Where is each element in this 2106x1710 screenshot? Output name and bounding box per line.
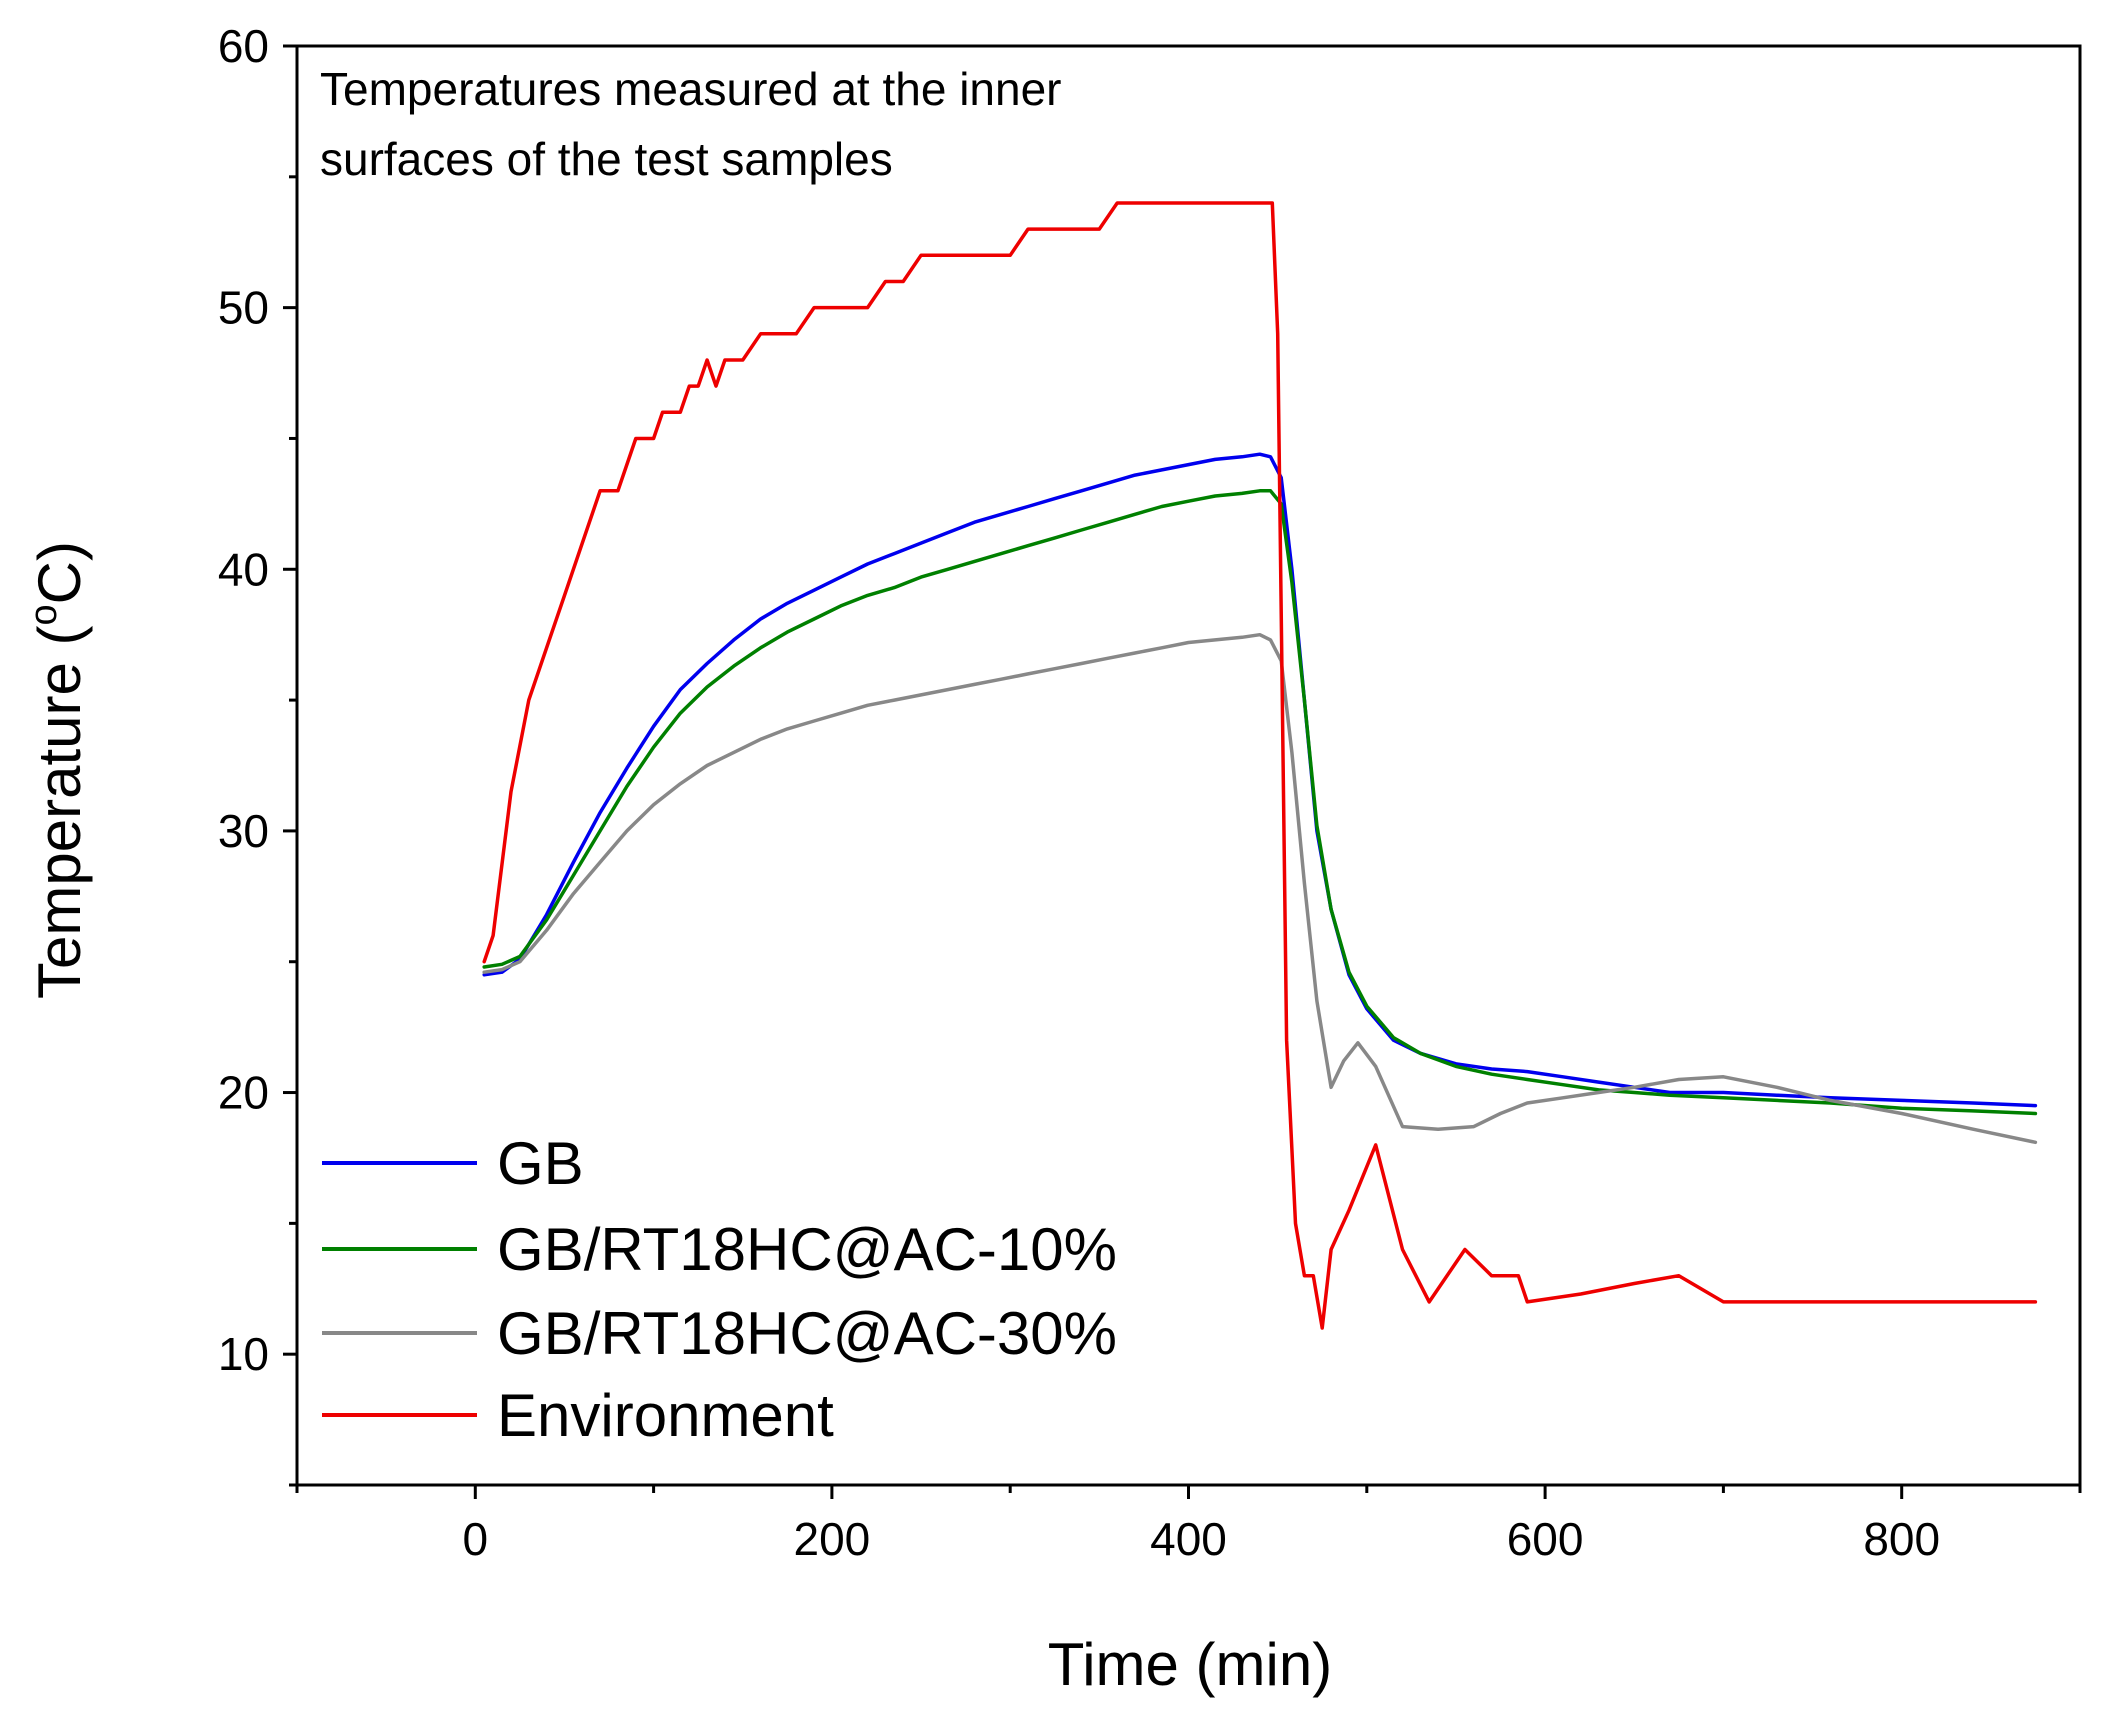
annotation: Temperatures measured at the inner surfa… xyxy=(320,63,1062,185)
y-tick-label: 60 xyxy=(218,20,269,72)
y-tick-label: 20 xyxy=(218,1067,269,1119)
series-layer xyxy=(482,201,2038,1330)
x-axis-title: Time (min) xyxy=(1048,1631,1332,1698)
annotation-line-2: surfaces of the test samples xyxy=(320,133,893,185)
x-tick-label: 800 xyxy=(1863,1513,1940,1565)
legend-label-environment: Environment xyxy=(497,1382,834,1449)
y-tick-label: 50 xyxy=(218,282,269,334)
series-line-gb xyxy=(482,452,2038,1108)
series-line-environment xyxy=(482,201,2038,1330)
legend-label-gb: GB xyxy=(497,1130,584,1197)
annotation-line-1: Temperatures measured at the inner xyxy=(320,63,1062,115)
x-tick-label: 400 xyxy=(1150,1513,1227,1565)
x-tick-label: 600 xyxy=(1507,1513,1584,1565)
legend-label-gb-rt18hc-ac-10: GB/RT18HC@AC-10% xyxy=(497,1216,1117,1283)
series-line-gb-rt18hc-ac-10 xyxy=(482,489,2038,1116)
x-tick-label: 200 xyxy=(794,1513,871,1565)
y-axis-title: Temperature (oC) xyxy=(23,541,93,999)
y-tick-label: 40 xyxy=(218,543,269,595)
series-line-gb-rt18hc-ac-30 xyxy=(482,632,2038,1145)
y-axis-title-unit: C) xyxy=(26,541,93,604)
legend-label-gb-rt18hc-ac-30: GB/RT18HC@AC-30% xyxy=(497,1300,1117,1367)
y-axis-title-main: Temperature ( xyxy=(26,625,93,998)
y-tick-label: 10 xyxy=(218,1328,269,1380)
x-tick-label: 0 xyxy=(463,1513,489,1565)
y-tick-label: 30 xyxy=(218,805,269,857)
y-axis-title-superscript: o xyxy=(23,604,65,625)
legend: GB GB/RT18HC@AC-10% GB/RT18HC@AC-30% Env… xyxy=(322,1130,1117,1449)
